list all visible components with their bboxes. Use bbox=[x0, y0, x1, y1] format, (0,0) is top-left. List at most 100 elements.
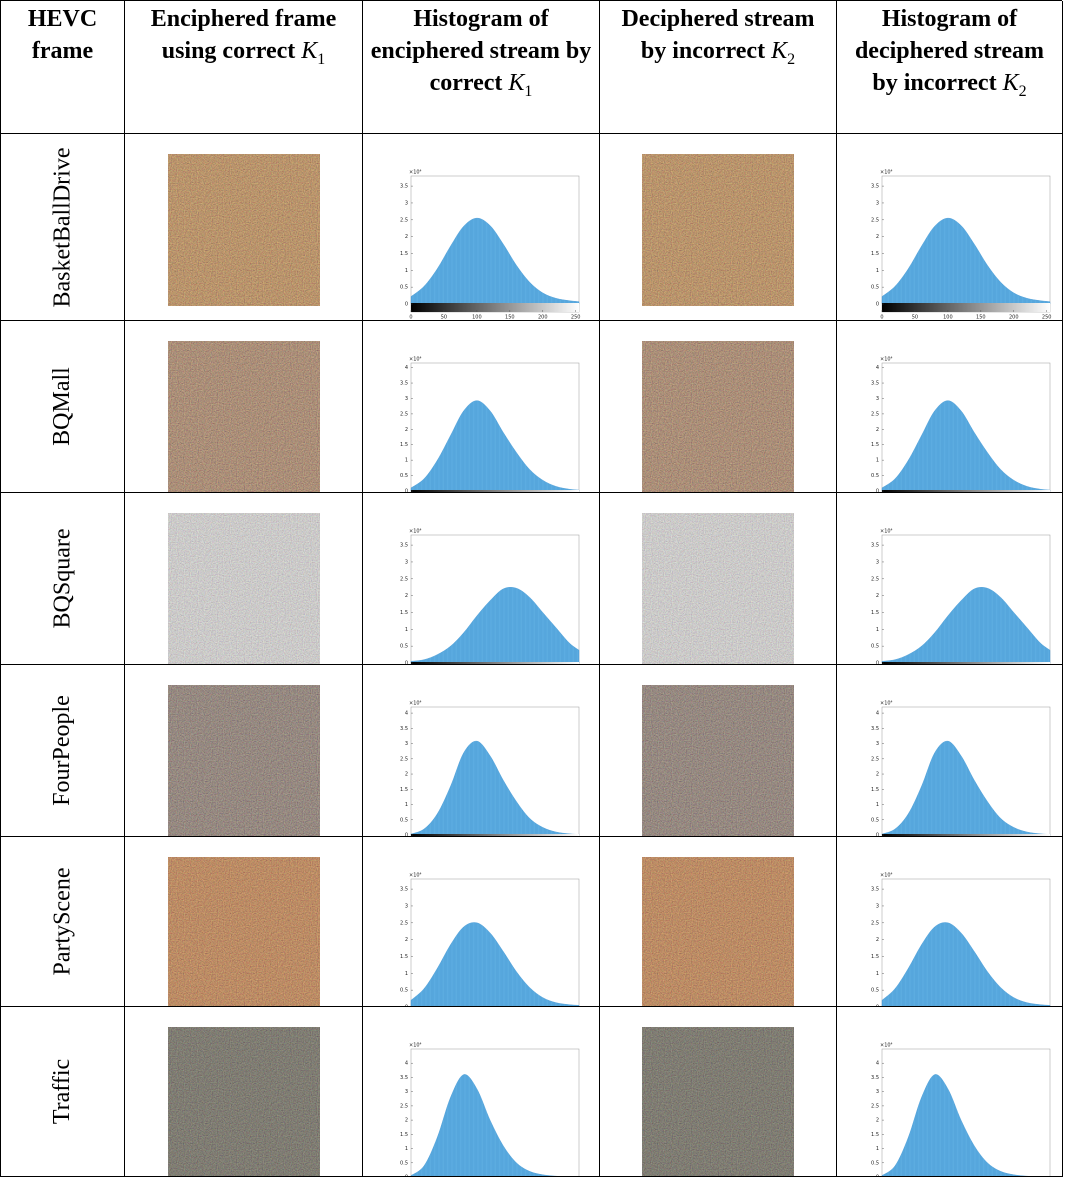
image-noise bbox=[642, 341, 794, 493]
header-label: Histogram of enciphered stream by correc… bbox=[371, 6, 591, 96]
y-tick-label: 2 bbox=[876, 1118, 879, 1124]
y-tick-label: 2 bbox=[876, 427, 879, 433]
x-tick-label: 200 bbox=[538, 315, 548, 321]
image-cell bbox=[125, 493, 363, 665]
y-tick-label: 2.5 bbox=[871, 756, 879, 762]
y-tick-label: 2.5 bbox=[871, 1103, 879, 1109]
image-cell bbox=[125, 1007, 363, 1177]
y-tick-label: 1 bbox=[876, 971, 879, 977]
y-tick-label: 1.5 bbox=[871, 954, 879, 960]
histogram-area bbox=[411, 401, 579, 491]
histogram-area bbox=[882, 218, 1050, 304]
y-tick-label: 1.5 bbox=[400, 954, 408, 960]
image-noise bbox=[642, 857, 794, 1007]
math-subscript: 1 bbox=[524, 83, 532, 100]
y-tick-label: 0 bbox=[876, 302, 879, 308]
y-tick-label: 3.5 bbox=[871, 726, 879, 732]
header-cell: Enciphered frame using correct K1 bbox=[125, 1, 363, 134]
noise-image bbox=[642, 857, 794, 1007]
histogram-area bbox=[411, 1074, 579, 1177]
y-tick-label: 2 bbox=[876, 234, 879, 240]
y-tick-label: 3 bbox=[405, 200, 408, 206]
x-tick-label: 50 bbox=[441, 315, 447, 321]
y-tick-label: 1.5 bbox=[400, 1132, 408, 1138]
y-tick-label: 4 bbox=[876, 711, 879, 717]
y-tick-label: 3.5 bbox=[400, 1075, 408, 1081]
y-tick-label: 3 bbox=[876, 200, 879, 206]
y-tick-label: 3.5 bbox=[400, 726, 408, 732]
image-noise bbox=[168, 685, 320, 837]
header-text: Histogram of deciphered stream by incorr… bbox=[843, 3, 1056, 108]
noise-image bbox=[168, 513, 320, 665]
histogram: 00.511.522.533.54050100150200250×10⁴ bbox=[837, 341, 1062, 493]
y-tick-label: 4 bbox=[405, 365, 408, 371]
y-tick-label: 3 bbox=[405, 559, 408, 565]
y-tick-label: 0.5 bbox=[871, 644, 879, 650]
scale-label: ×10⁴ bbox=[880, 529, 893, 535]
image-noise bbox=[168, 1027, 320, 1177]
row-label-cell: BQMall bbox=[1, 321, 125, 493]
histogram-cell: 00.511.522.533.54050100150200250×10⁴ bbox=[837, 1007, 1063, 1177]
y-tick-label: 2.5 bbox=[400, 756, 408, 762]
y-tick-label: 3.5 bbox=[871, 887, 879, 893]
image-noise bbox=[168, 341, 320, 493]
y-tick-label: 3.5 bbox=[871, 184, 879, 190]
y-tick-label: 0 bbox=[405, 302, 408, 308]
x-tick-label: 0 bbox=[409, 315, 412, 321]
y-tick-label: 2.5 bbox=[400, 217, 408, 223]
y-tick-label: 1 bbox=[405, 1146, 408, 1152]
histogram: 00.511.522.533.54050100150200250×10⁴ bbox=[366, 1027, 596, 1177]
math-subscript: 2 bbox=[1019, 83, 1027, 100]
histogram-area bbox=[411, 741, 579, 835]
y-tick-label: 0.5 bbox=[400, 473, 408, 479]
math-symbol: K1 bbox=[301, 38, 325, 64]
histogram-cell: 00.511.522.533.54050100150200250×10⁴ bbox=[363, 665, 600, 837]
noise-image bbox=[168, 154, 320, 306]
histogram-cell: 00.511.522.533.54050100150200250×10⁴ bbox=[363, 1007, 600, 1177]
image-cell bbox=[600, 493, 837, 665]
histogram-area bbox=[882, 401, 1050, 491]
histogram-area bbox=[882, 741, 1050, 835]
math-symbol: K2 bbox=[1003, 70, 1027, 96]
noise-image bbox=[168, 685, 320, 837]
colorbar bbox=[882, 303, 1050, 312]
x-tick-label: 50 bbox=[912, 315, 918, 321]
row-label: FourPeople bbox=[49, 695, 76, 806]
scale-label: ×10⁴ bbox=[880, 1043, 893, 1049]
page: HEVC frameEnciphered frame using correct… bbox=[0, 0, 1065, 1176]
math-symbol: K2 bbox=[771, 38, 795, 64]
image-noise bbox=[642, 513, 794, 665]
y-tick-label: 0.5 bbox=[871, 988, 879, 994]
y-tick-label: 4 bbox=[405, 1061, 408, 1067]
noise-image bbox=[168, 341, 320, 493]
histogram-area bbox=[882, 922, 1050, 1007]
noise-image bbox=[168, 857, 320, 1007]
histogram: 00.511.522.533.54050100150200250×10⁴ bbox=[837, 1027, 1062, 1177]
y-tick-label: 4 bbox=[405, 711, 408, 717]
image-noise bbox=[168, 513, 320, 665]
histogram-area bbox=[411, 587, 579, 663]
y-tick-label: 0.5 bbox=[400, 1160, 408, 1166]
y-tick-label: 3.5 bbox=[400, 381, 408, 387]
scale-label: ×10⁴ bbox=[409, 701, 422, 707]
x-tick-label: 100 bbox=[943, 315, 953, 321]
row-label: BasketBallDrive bbox=[49, 147, 76, 307]
y-tick-label: 0.5 bbox=[400, 988, 408, 994]
histogram-cell: 00.511.522.533.54050100150200250×10⁴ bbox=[837, 321, 1063, 493]
y-tick-label: 0.5 bbox=[871, 1160, 879, 1166]
y-tick-label: 3.5 bbox=[871, 1075, 879, 1081]
header-cell: Histogram of deciphered stream by incorr… bbox=[837, 1, 1063, 134]
y-tick-label: 2.5 bbox=[400, 576, 408, 582]
histogram: 00.511.522.533.54050100150200250×10⁴ bbox=[366, 685, 596, 837]
y-tick-label: 2 bbox=[405, 427, 408, 433]
y-tick-label: 1 bbox=[876, 802, 879, 808]
